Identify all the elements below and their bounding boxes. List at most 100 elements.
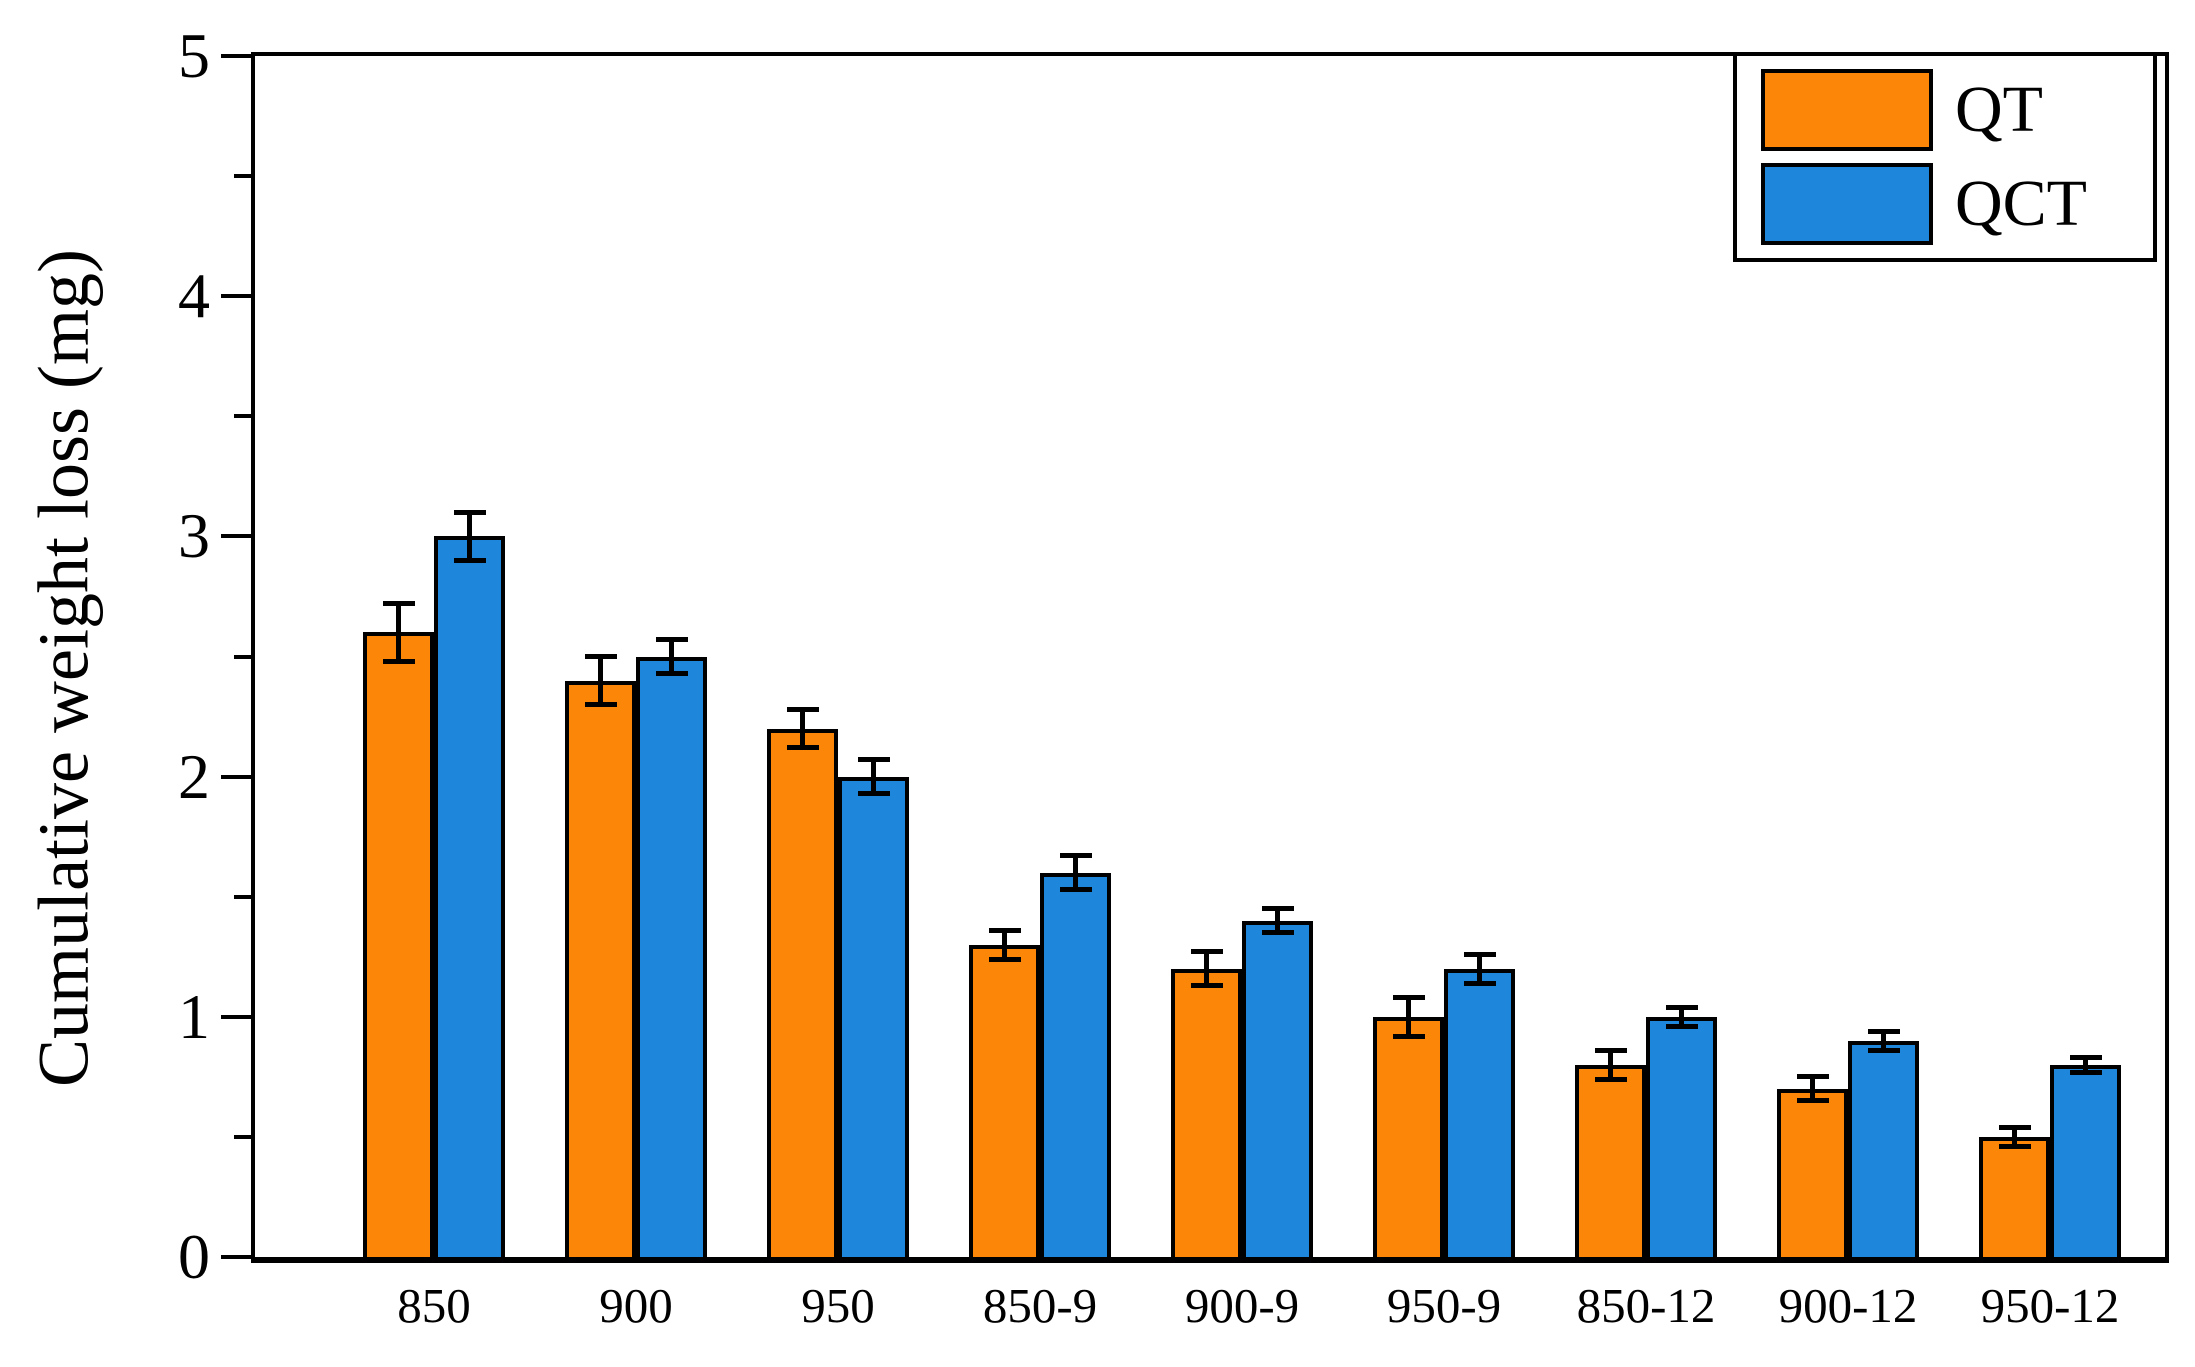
y-axis-major-tick [221, 1255, 251, 1259]
error-bar-qct-900-9 [1275, 908, 1280, 933]
error-bar-cap [786, 706, 819, 712]
error-bar-cap [1463, 951, 1496, 957]
error-bar-cap [1392, 1033, 1425, 1039]
x-axis-label-900-9: 900-9 [1184, 1278, 1300, 1333]
error-bar-cap [1998, 1124, 2031, 1130]
error-bar-cap [1261, 906, 1294, 912]
error-bar-cap [1867, 1047, 1900, 1053]
error-bar-qct-950-12 [2083, 1057, 2088, 1073]
y-axis-tick-label: 4 [178, 260, 210, 332]
error-bar-qt-850-12 [1608, 1050, 1613, 1080]
bar-qct-850-9 [1040, 872, 1111, 1261]
x-axis-label-900: 900 [599, 1278, 673, 1333]
y-axis-title: Cumulative weight loss (mg) [23, 249, 104, 1087]
x-axis-label-950-12: 950-12 [1980, 1278, 2120, 1333]
error-bar-cap [1392, 995, 1425, 1001]
error-bar-cap [1998, 1144, 2031, 1149]
error-bar-cap [1190, 983, 1223, 989]
error-bar-cap [2069, 1055, 2102, 1061]
bar-qt-850-9 [969, 944, 1040, 1261]
error-bar-cap [1665, 1023, 1698, 1029]
y-axis-major-tick [221, 294, 251, 299]
x-axis-label-850-9: 850-9 [982, 1278, 1098, 1333]
legend-swatch-qt [1761, 69, 1933, 151]
error-bar-qct-850-12 [1679, 1007, 1684, 1027]
error-bar-cap [857, 790, 890, 796]
error-bar-cap [988, 927, 1021, 933]
error-bar-qt-850 [396, 603, 401, 662]
error-bar-cap [1059, 886, 1092, 892]
error-bar-qt-950-12 [2012, 1127, 2017, 1147]
bar-qt-950 [767, 728, 838, 1261]
error-bar-cap [1190, 949, 1223, 955]
error-bar-cap [1261, 930, 1294, 936]
error-bar-cap [453, 557, 486, 563]
error-bar-qt-900 [598, 656, 603, 705]
y-axis-major-tick [221, 1014, 251, 1019]
y-axis-minor-tick [234, 894, 251, 899]
x-axis-label-850-12: 850-12 [1576, 1278, 1716, 1333]
x-axis-label-950: 950 [801, 1278, 875, 1333]
y-axis-tick-label: 2 [178, 740, 210, 812]
bar-qt-950-12 [1979, 1136, 2050, 1261]
bar-qt-900 [565, 680, 636, 1261]
bar-qct-900-9 [1242, 920, 1313, 1261]
y-axis-minor-tick [234, 654, 251, 659]
error-bar-cap [655, 637, 688, 643]
error-bar-cap [584, 702, 617, 708]
error-bar-cap [1059, 853, 1092, 859]
y-axis-tick-label: 0 [178, 1221, 210, 1292]
y-axis-tick-label: 1 [178, 980, 210, 1052]
bar-qct-900-12 [1848, 1040, 1919, 1261]
y-axis-major-tick [221, 54, 251, 58]
error-bar-cap [655, 670, 688, 676]
error-bar-qt-900-12 [1810, 1076, 1815, 1101]
error-bar-cap [382, 658, 415, 664]
y-axis-major-tick [221, 774, 251, 779]
error-bar-qct-850 [467, 512, 472, 561]
error-bar-cap [1594, 1047, 1627, 1053]
legend-label-qt: QT [1955, 73, 2043, 146]
error-bar-cap [382, 601, 415, 607]
bar-qct-850-12 [1646, 1016, 1717, 1261]
y-axis-minor-tick [234, 174, 251, 179]
bar-qt-900-12 [1777, 1088, 1848, 1261]
error-bar-cap [1867, 1028, 1900, 1034]
error-bar-qct-900 [669, 639, 674, 674]
error-bar-cap [1796, 1098, 1829, 1104]
error-bar-cap [988, 956, 1021, 962]
y-axis-minor-tick [234, 414, 251, 419]
error-bar-cap [453, 509, 486, 515]
bar-qt-950-9 [1373, 1016, 1444, 1261]
x-axis-label-850: 850 [397, 1278, 471, 1333]
error-bar-cap [2069, 1069, 2102, 1075]
bar-qct-900 [636, 656, 707, 1261]
error-bar-qct-950-9 [1477, 954, 1482, 984]
error-bar-qct-950 [871, 759, 876, 794]
bar-qt-850-12 [1575, 1064, 1646, 1261]
error-bar-cap [1463, 980, 1496, 986]
y-axis-minor-tick [234, 1134, 251, 1139]
error-bar-qct-900-12 [1881, 1031, 1886, 1051]
error-bar-qt-850-9 [1002, 930, 1007, 960]
legend-swatch-qct [1761, 163, 1933, 245]
bar-qt-850 [363, 632, 434, 1261]
legend-item-qt: QT [1761, 69, 2153, 151]
error-bar-qt-900-9 [1204, 951, 1209, 986]
x-axis-label-900-12: 900-12 [1778, 1278, 1918, 1333]
error-bar-cap [786, 745, 819, 751]
error-bar-cap [857, 757, 890, 763]
bar-qct-950-12 [2050, 1064, 2121, 1261]
error-bar-cap [584, 654, 617, 659]
x-axis-label-950-9: 950-9 [1386, 1278, 1502, 1333]
bar-qct-950-9 [1444, 968, 1515, 1261]
legend: QT QCT [1733, 52, 2157, 262]
legend-label-qct: QCT [1955, 167, 2087, 240]
y-axis-tick-label: 5 [178, 20, 210, 91]
legend-item-qct: QCT [1761, 163, 2153, 245]
error-bar-cap [1594, 1076, 1627, 1082]
error-bar-qt-950-9 [1406, 997, 1411, 1036]
y-axis-tick-label: 3 [178, 500, 210, 572]
y-axis-major-tick [221, 534, 251, 539]
